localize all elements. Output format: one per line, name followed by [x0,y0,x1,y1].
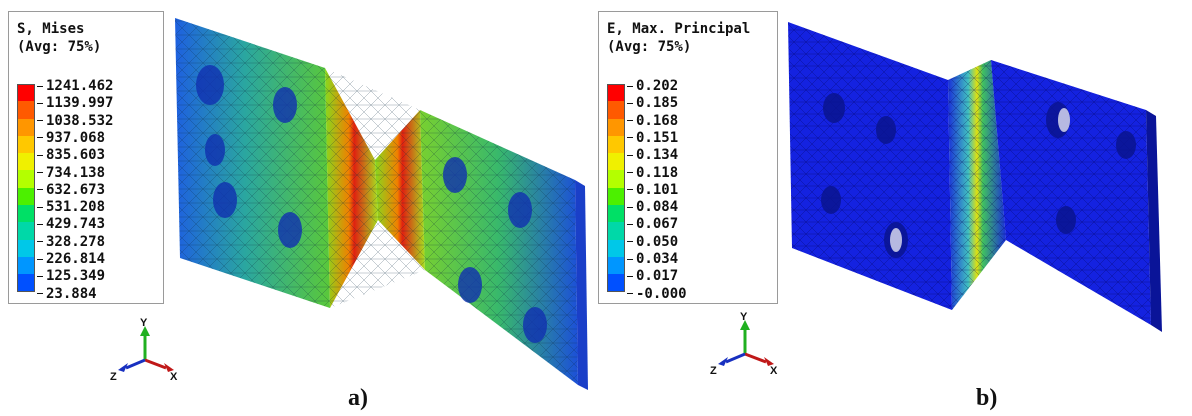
colorbar-swatch [607,84,625,102]
colorbar-swatch [17,170,35,188]
colorbar-tick-label: 937.068 [37,130,105,146]
colorbar [607,84,625,292]
colorbar-tick-label: 0.168 [627,113,678,129]
colorbar-swatch [17,205,35,223]
panel-label: b) [976,385,998,411]
legend-title-line2: (Avg: 75%) [607,39,692,55]
colorbar-swatch [607,170,625,188]
colorbar-tick-label: 734.138 [37,165,105,181]
colorbar-tick-label: 0.017 [627,268,678,284]
triad-z-label: Z [110,371,117,383]
colorbar-tick-label: 23.884 [37,286,97,302]
colorbar-tick-label: 226.814 [37,251,105,267]
triad-x-label: X [770,365,778,377]
panel-max-principal-strain: E, Max. Principal (Avg: 75%) 0.202 0.185 0… [596,0,1192,416]
legend-mises: S, Mises (Avg: 75%) 1241.462 1139.997 1038… [8,11,164,304]
colorbar-swatch [607,135,625,154]
colorbar-swatch [607,222,625,240]
panel-mises-stress: S, Mises (Avg: 75%) 1241.462 1139.997 1038… [0,0,596,416]
colorbar-swatch [607,153,625,171]
triad-y-label: Y [140,318,148,329]
specimen-model-strain [788,22,1162,332]
colorbar-tick-label: 0.134 [627,147,678,163]
colorbar-swatch [17,187,35,206]
colorbar-swatch [17,101,35,119]
colorbar-tick-label: 0.084 [627,199,678,215]
triad-x-label: X [170,371,178,383]
colorbar-tick-label: 0.050 [627,234,678,250]
colorbar-swatch [607,205,625,223]
legend-title-line2: (Avg: 75%) [17,39,102,55]
colorbar-tick-label: 0.151 [627,130,678,146]
colorbar-tick-label: 0.067 [627,216,678,232]
colorbar-swatch [607,239,625,257]
legend-title-line1: S, Mises [17,21,85,37]
colorbar-tick-label: 835.603 [37,147,105,163]
panel-label: a) [348,385,368,411]
colorbar-tick-label: 0.202 [627,78,678,94]
colorbar-tick-label: 531.208 [37,199,105,215]
axis-triad: Y X Z [110,318,178,383]
axis-triad: Y X Z [710,312,778,377]
specimen-model-stress [175,18,588,390]
colorbar-tick-label: 328.278 [37,234,105,250]
colorbar-tick-label: -0.000 [627,286,687,302]
colorbar-swatch [607,118,625,136]
colorbar-swatch [17,153,35,171]
colorbar-tick-label: 0.118 [627,165,678,181]
colorbar-tick-label: 1038.532 [37,113,113,129]
colorbar-swatch [17,135,35,154]
colorbar-tick-label: 125.349 [37,268,105,284]
colorbar-swatch [607,274,625,292]
triad-z-label: Z [710,365,717,377]
legend-max-principal: E, Max. Principal (Avg: 75%) 0.202 0.185 0… [598,11,778,304]
colorbar-swatch [17,274,35,292]
colorbar-tick-label: 0.185 [627,95,678,111]
colorbar-swatch [17,118,35,136]
colorbar-tick-label: 1139.997 [37,95,113,111]
colorbar-swatch [17,222,35,240]
colorbar-swatch [607,256,625,275]
legend-title: E, Max. Principal (Avg: 75%) [607,20,750,56]
legend-title: S, Mises (Avg: 75%) [17,20,101,56]
colorbar-tick-label: 632.673 [37,182,105,198]
legend-title-line1: E, Max. Principal [607,21,751,37]
colorbar-tick-label: 1241.462 [37,78,113,94]
colorbar-swatch [607,101,625,119]
triad-y-label: Y [740,312,748,323]
colorbar [17,84,35,292]
colorbar-swatch [607,187,625,206]
colorbar-tick-label: 429.743 [37,216,105,232]
colorbar-swatch [17,239,35,257]
colorbar-swatch [17,256,35,275]
colorbar-tick-label: 0.034 [627,251,678,267]
colorbar-swatch [17,84,35,102]
colorbar-tick-label: 0.101 [627,182,678,198]
